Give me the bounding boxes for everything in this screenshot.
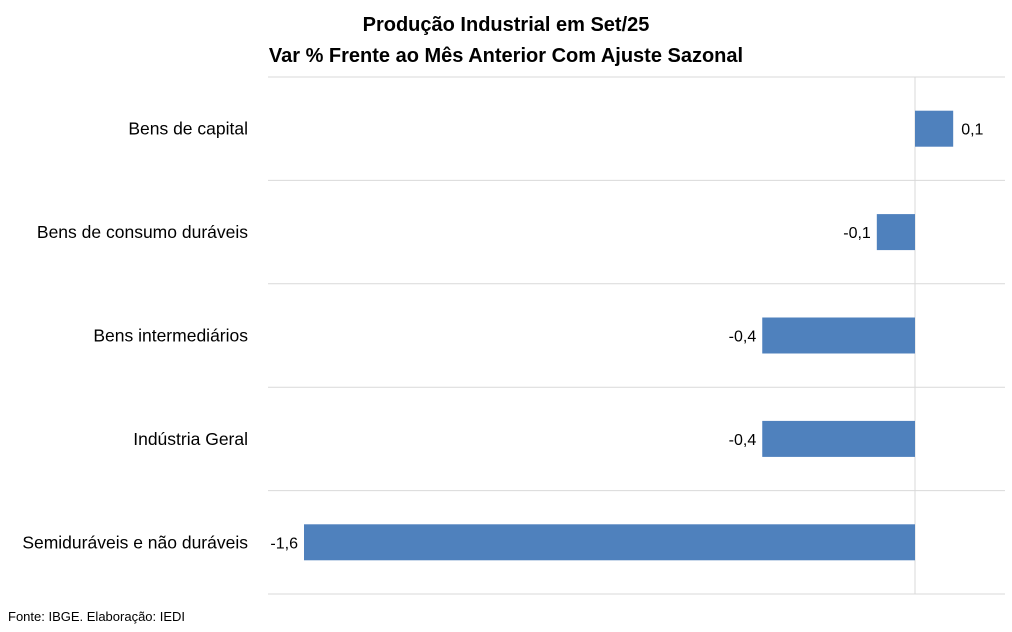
category-label: Semiduráveis e não duráveis	[22, 532, 248, 552]
bar	[304, 524, 915, 561]
bars	[304, 110, 954, 561]
data-label: -1,6	[270, 535, 298, 552]
category-labels: Bens de capital Bens de consumo duráveis B…	[22, 119, 248, 553]
value-labels: 0,1 -0,1 -0,4 -0,4 -1,6	[270, 122, 983, 553]
category-label: Indústria Geral	[133, 429, 248, 449]
data-label: -0,4	[729, 432, 757, 449]
data-label: 0,1	[961, 122, 983, 139]
bar	[762, 420, 915, 457]
bar	[876, 214, 915, 251]
chart-subtitle: Var % Frente ao Mês Anterior Com Ajuste …	[269, 45, 743, 67]
category-label: Bens intermediários	[93, 326, 248, 346]
bar	[762, 317, 915, 354]
source-note: Fonte: IBGE. Elaboração: IEDI	[8, 609, 185, 624]
data-label: -0,1	[843, 225, 871, 242]
bar	[915, 110, 954, 147]
data-label: -0,4	[729, 329, 757, 346]
category-label: Bens de consumo duráveis	[37, 222, 248, 242]
gridlines	[268, 76, 1005, 595]
chart-title: Produção Industrial em Set/25	[363, 14, 650, 36]
category-label: Bens de capital	[128, 119, 248, 139]
